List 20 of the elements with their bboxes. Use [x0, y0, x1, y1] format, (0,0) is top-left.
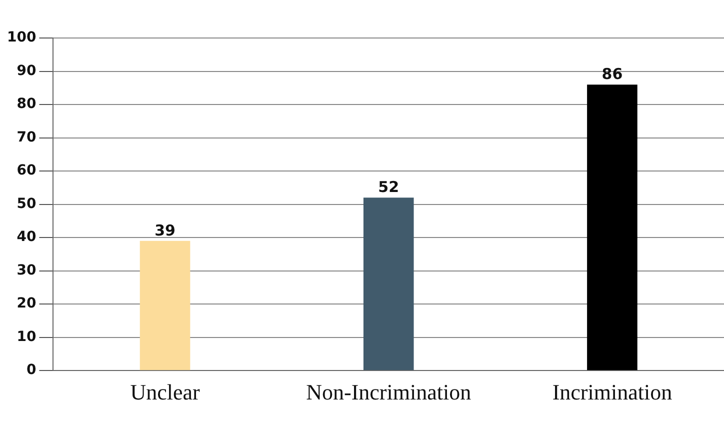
x-tick-label: Incrimination: [552, 380, 672, 405]
bar: [363, 198, 414, 370]
y-tick-label: 80: [16, 96, 36, 112]
data-label: 86: [602, 64, 623, 83]
y-tick-label: 50: [16, 196, 36, 212]
y-tick-label: 40: [16, 229, 36, 246]
y-tick-label: 100: [6, 30, 36, 46]
bar: [140, 240, 190, 370]
y-tick-label: 10: [16, 328, 36, 345]
y-tick-label: 70: [16, 129, 36, 146]
y-tick-label: 90: [16, 62, 36, 79]
y-tick-label: 0: [26, 362, 36, 378]
data-label: 52: [378, 178, 400, 196]
x-tick-label: Unclear: [130, 380, 200, 405]
data-label: 39: [154, 221, 176, 240]
x-tick-label: Non-Incrimination: [306, 380, 472, 405]
y-tick-label: 60: [16, 162, 36, 179]
y-tick-label: 30: [16, 262, 36, 278]
y-tick-label: 20: [16, 296, 36, 312]
bar: [587, 84, 638, 370]
